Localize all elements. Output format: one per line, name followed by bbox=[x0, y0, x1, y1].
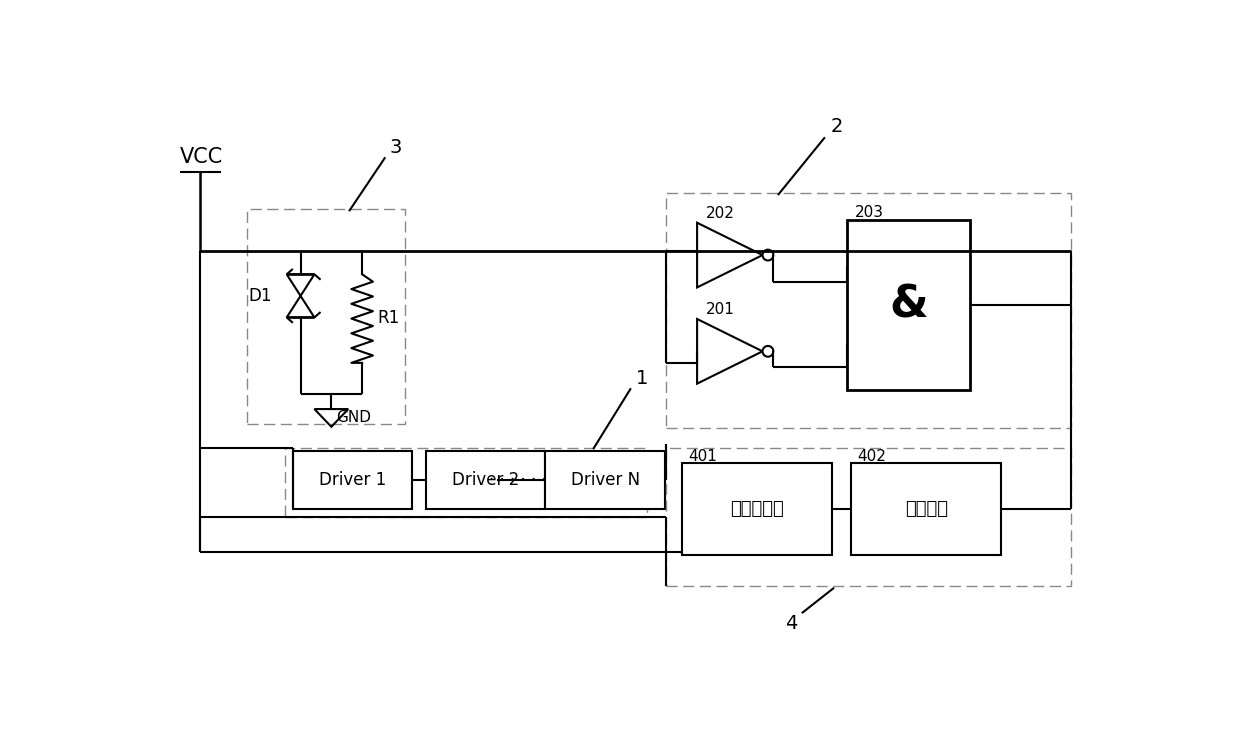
Bar bbox=[847, 220, 971, 390]
Text: R1: R1 bbox=[377, 309, 399, 327]
Text: 闪存芯片: 闪存芯片 bbox=[905, 500, 947, 518]
Text: 2: 2 bbox=[831, 117, 843, 136]
Bar bbox=[851, 463, 1001, 555]
Text: Driver N: Driver N bbox=[570, 471, 640, 489]
Text: 402: 402 bbox=[857, 449, 887, 464]
Text: 3: 3 bbox=[389, 138, 402, 157]
Text: Driver 2: Driver 2 bbox=[453, 471, 520, 489]
Text: Driver 1: Driver 1 bbox=[319, 471, 386, 489]
Text: GND: GND bbox=[336, 410, 371, 425]
Text: 401: 401 bbox=[688, 449, 717, 464]
Bar bbox=[682, 463, 832, 555]
Bar bbox=[666, 448, 1070, 586]
Bar bbox=[427, 451, 546, 510]
Bar bbox=[247, 209, 404, 424]
Text: VCC: VCC bbox=[180, 147, 223, 167]
Text: 驱动主芯片: 驱动主芯片 bbox=[730, 500, 784, 518]
Bar bbox=[285, 448, 647, 517]
Text: D1: D1 bbox=[248, 287, 272, 305]
Text: &: & bbox=[889, 283, 929, 327]
Bar bbox=[546, 451, 665, 510]
Text: 4: 4 bbox=[785, 614, 797, 633]
Text: · · · · · ·: · · · · · · bbox=[489, 471, 547, 489]
Text: 1: 1 bbox=[635, 369, 647, 388]
Text: 203: 203 bbox=[854, 205, 884, 220]
Text: 201: 201 bbox=[707, 302, 735, 317]
Bar bbox=[293, 451, 412, 510]
Bar bbox=[666, 193, 1070, 428]
Text: 202: 202 bbox=[707, 206, 735, 221]
